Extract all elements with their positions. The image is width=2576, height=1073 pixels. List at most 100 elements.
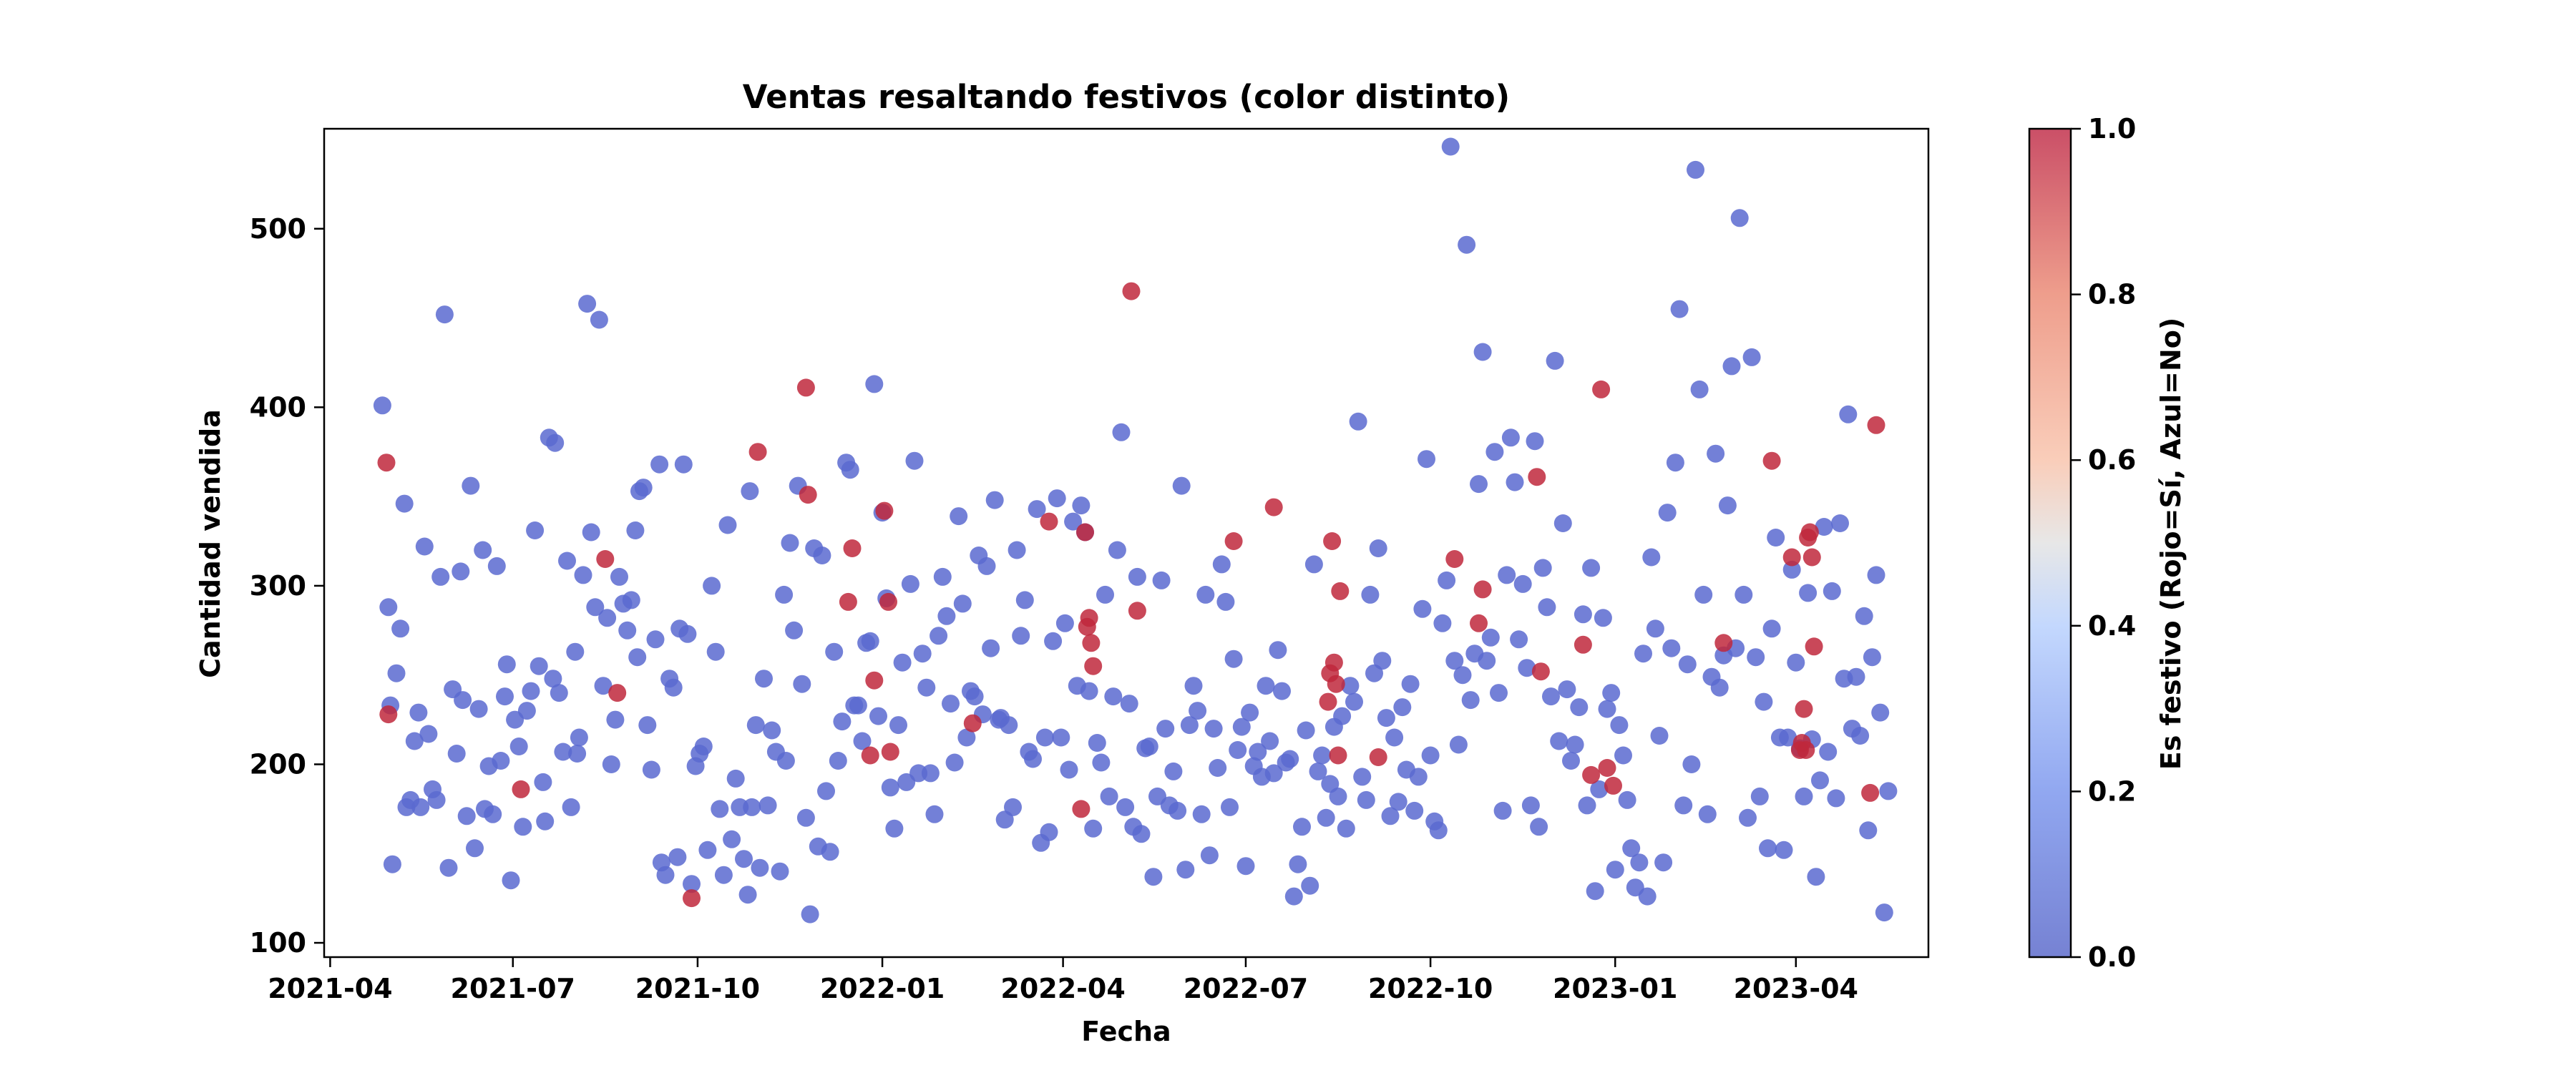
data-point [746, 716, 765, 735]
data-point [1418, 450, 1435, 469]
data-point-festivo [1076, 523, 1094, 542]
data-point-festivo [796, 378, 815, 397]
data-point [801, 905, 819, 923]
data-point [1264, 764, 1283, 783]
data-point [1092, 753, 1111, 772]
data-point [1040, 823, 1058, 841]
data-point [1385, 728, 1404, 747]
data-point [582, 523, 600, 542]
data-point [598, 609, 617, 627]
data-point [379, 598, 398, 617]
data-point [1586, 882, 1604, 901]
data-point [1827, 789, 1845, 808]
data-point [1060, 760, 1078, 779]
data-point [373, 396, 391, 415]
data-point [1261, 732, 1279, 750]
data-point [1687, 160, 1704, 179]
data-point [942, 695, 960, 713]
data-point [530, 657, 548, 675]
data-point [497, 655, 516, 674]
data-point [415, 537, 434, 556]
data-point [1570, 698, 1589, 717]
data-point [405, 732, 424, 750]
data-point [1859, 821, 1878, 840]
data-point-festivo [861, 746, 879, 765]
data-point [1281, 750, 1299, 768]
data-point [1301, 876, 1319, 895]
data-point [628, 648, 647, 667]
y-tick-label: 300 [250, 570, 306, 602]
data-point [638, 716, 657, 735]
data-point [1538, 598, 1556, 617]
data-point [723, 830, 741, 848]
x-tick-label: 2022-01 [820, 973, 945, 1004]
data-point-festivo [839, 592, 857, 611]
data-point [1176, 861, 1195, 879]
data-point-festivo [608, 684, 627, 702]
data-point [1493, 801, 1512, 820]
data-point [1232, 717, 1251, 736]
data-point-festivo [1762, 451, 1781, 470]
data-point [957, 728, 976, 747]
data-point [755, 670, 773, 688]
data-point [586, 598, 605, 617]
data-point [1550, 732, 1568, 750]
data-point [1221, 798, 1239, 816]
data-point-festivo [377, 454, 396, 472]
data-point [1369, 539, 1387, 557]
data-point-festivo [1473, 580, 1492, 599]
data-point [937, 607, 956, 625]
data-point [1787, 653, 1805, 672]
x-axis-label: Fecha [1081, 1016, 1171, 1047]
data-point [861, 632, 879, 650]
data-point [785, 621, 804, 640]
data-point [1875, 903, 1893, 922]
data-point [1333, 707, 1352, 725]
data-point [1329, 787, 1347, 805]
data-point [793, 675, 811, 693]
data-point [718, 516, 737, 534]
data-point [1498, 566, 1516, 584]
data-point [1084, 819, 1103, 838]
data-point [1048, 489, 1066, 508]
data-point [562, 798, 580, 816]
data-point [1028, 500, 1046, 519]
data-point [1172, 476, 1191, 495]
data-point [714, 866, 733, 884]
data-point [1530, 818, 1548, 836]
data-point [610, 567, 628, 586]
data-point [1855, 607, 1873, 625]
data-point [985, 491, 1004, 509]
data-point [1438, 571, 1456, 589]
colorbar-tick-label: 0.6 [2088, 444, 2136, 476]
data-point [1871, 703, 1890, 722]
data-point [668, 848, 687, 866]
data-point [664, 678, 683, 697]
data-point [1558, 680, 1576, 699]
data-point [1064, 512, 1083, 531]
data-point [1361, 585, 1380, 604]
colorbar-gradient [2029, 129, 2071, 957]
data-point-festivo [683, 889, 701, 908]
data-point [741, 482, 759, 501]
data-point [1241, 703, 1259, 722]
data-point [391, 619, 410, 638]
data-point [817, 782, 835, 800]
data-point [683, 875, 701, 893]
data-point [1212, 555, 1231, 574]
data-point [1819, 743, 1838, 761]
data-point [1501, 428, 1520, 447]
data-point [1345, 692, 1363, 711]
data-point [893, 653, 912, 672]
data-point-festivo [1072, 800, 1091, 818]
data-point [1421, 746, 1440, 765]
data-point [1847, 667, 1865, 686]
data-point [1458, 235, 1476, 254]
data-point [1080, 682, 1098, 700]
data-point [698, 841, 717, 859]
data-point [775, 585, 794, 604]
data-point [829, 752, 847, 770]
data-point [1490, 684, 1508, 702]
data-point [1473, 343, 1492, 361]
data-point-festivo [1867, 416, 1885, 434]
